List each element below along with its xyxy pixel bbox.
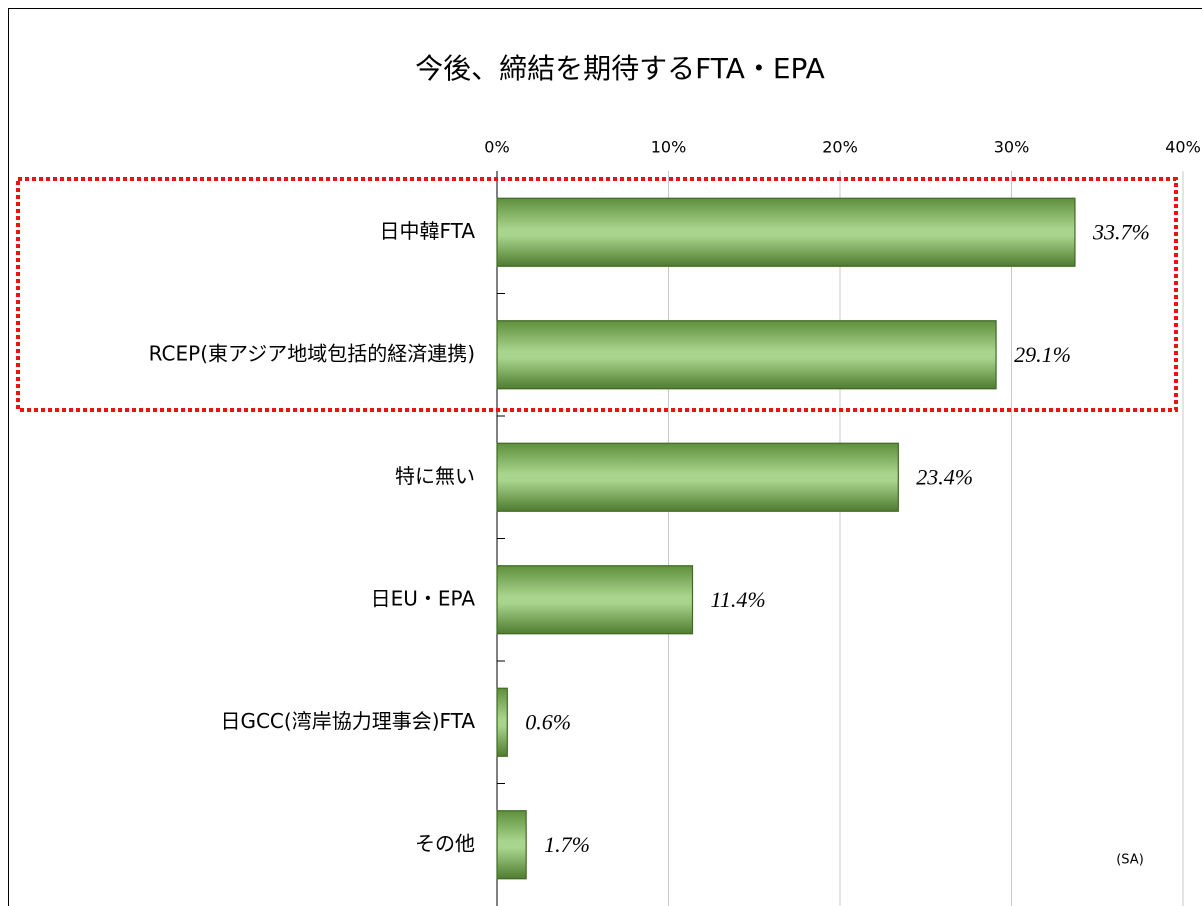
bar xyxy=(496,687,508,757)
chart-title: 今後、締結を期待するFTA・EPA xyxy=(415,52,825,85)
y-tick-label: 日中韓FTA xyxy=(380,219,476,243)
bar xyxy=(496,565,694,635)
value-label: 11.4% xyxy=(711,587,766,612)
highlight-box xyxy=(16,177,1178,412)
x-tick-label: 20% xyxy=(822,138,858,157)
bar xyxy=(496,810,527,880)
y-tick-label: 日GCC(湾岸協力理事会)FTA xyxy=(220,709,475,733)
bar xyxy=(496,320,997,390)
x-tick-label: 10% xyxy=(651,138,687,157)
bar xyxy=(496,442,899,512)
chart-frame xyxy=(8,8,1202,906)
value-label: 1.7% xyxy=(544,832,590,857)
y-tick-label: RCEP(東アジア地域包括的経済連携) xyxy=(149,341,475,365)
y-tick-label: その他 xyxy=(415,831,475,855)
x-tick-label: 30% xyxy=(994,138,1030,157)
value-label: 23.4% xyxy=(916,464,973,489)
value-label: 0.6% xyxy=(525,709,571,734)
annotation: (SA) xyxy=(1116,853,1144,868)
y-tick-label: 日EU・EPA xyxy=(371,586,476,610)
x-tick-label: 0% xyxy=(484,138,509,157)
x-tick-label: 40% xyxy=(1165,138,1201,157)
y-tick-label: 特に無い xyxy=(395,464,475,488)
value-label: 29.1% xyxy=(1014,342,1071,367)
value-label: 33.7% xyxy=(1092,219,1150,244)
bar xyxy=(496,197,1076,267)
